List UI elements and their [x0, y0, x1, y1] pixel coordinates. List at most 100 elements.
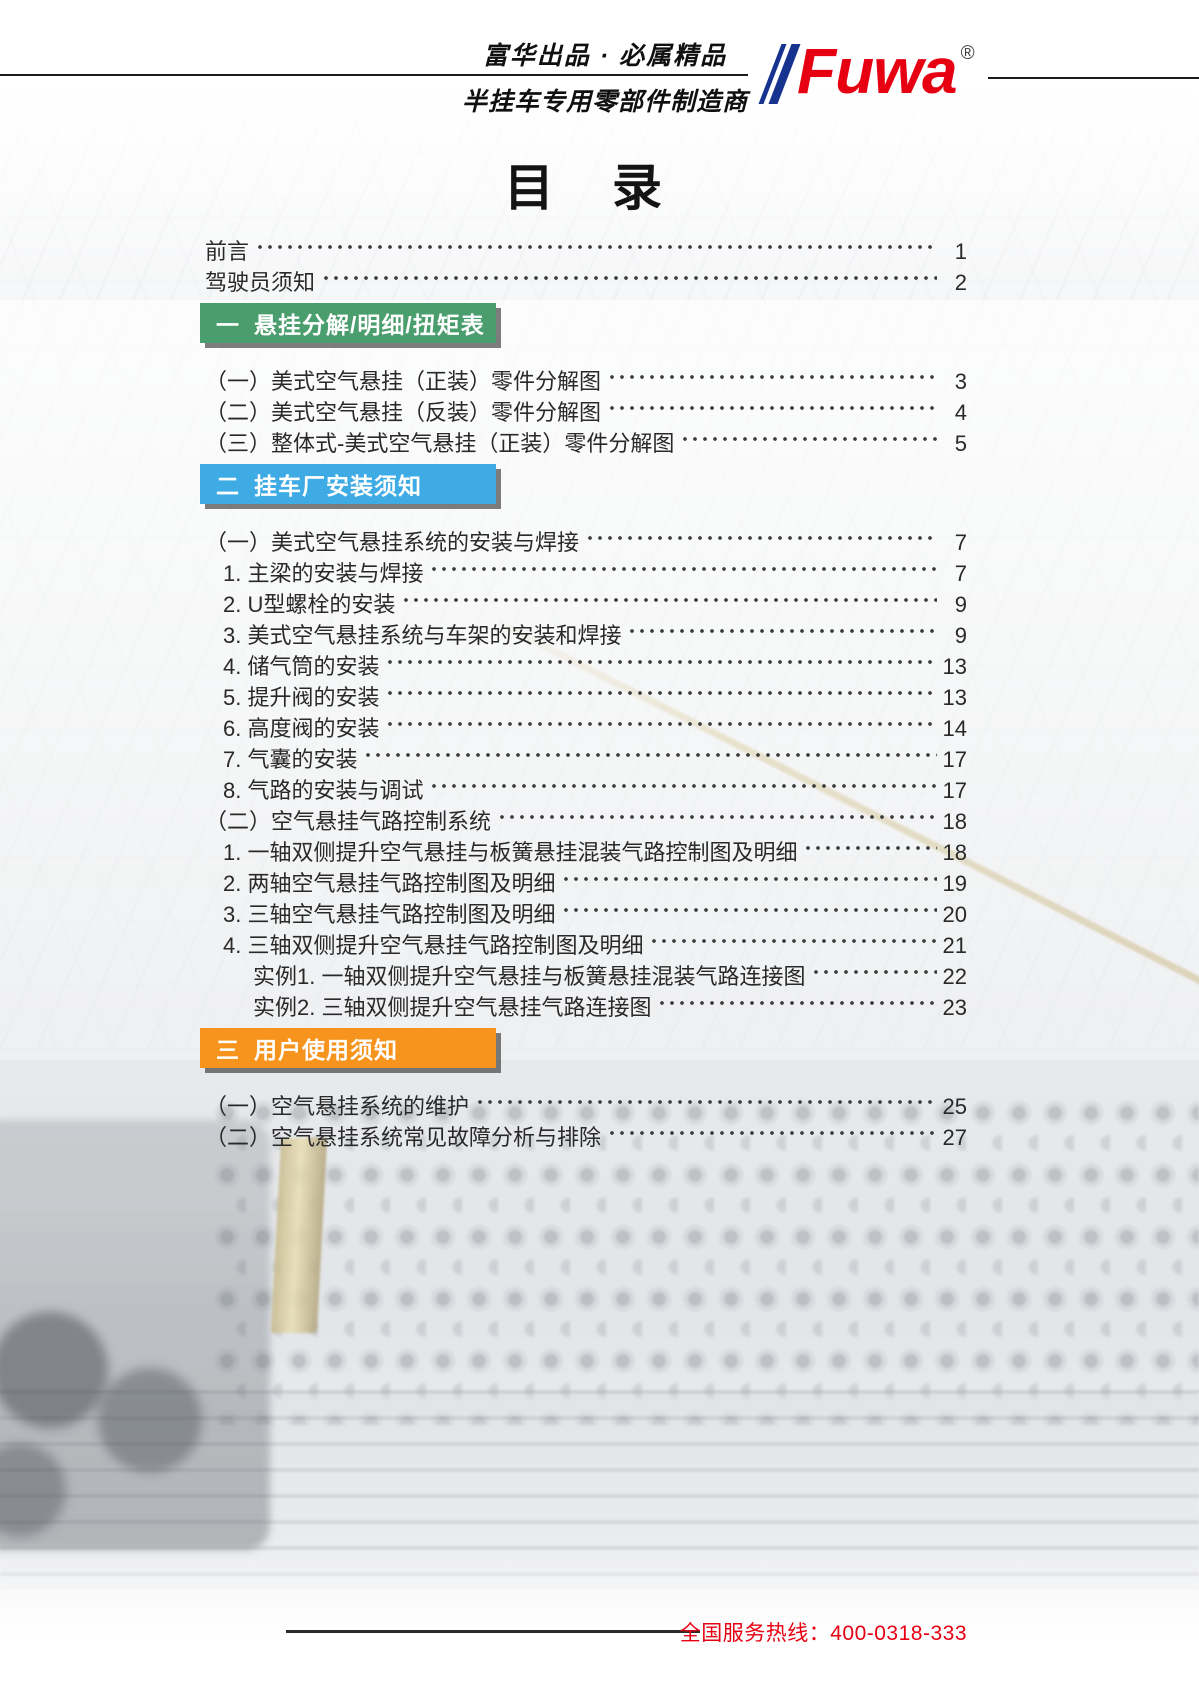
toc-entry-page: 19 [942, 871, 967, 896]
toc-entry: 3. 三轴空气悬挂气路控制图及明细 20 [205, 891, 967, 927]
toc-section-header-orange: 三用户使用须知 [200, 1028, 496, 1068]
toc-entry-label: （一）美式空气悬挂（正装）零件分解图 [205, 369, 602, 394]
toc-entry-page: 17 [942, 747, 967, 772]
section-title: 挂车厂安装须知 [254, 473, 422, 499]
footer-rule [286, 1630, 700, 1633]
toc-entry-label: 8. 气路的安装与调试 [223, 778, 424, 803]
brand-slogan: 富华出品 · 必属精品 [482, 42, 728, 70]
dotted-leader [649, 922, 937, 953]
toc-entry: （三）整体式-美式空气悬挂（正装）零件分解图 5 [205, 420, 967, 456]
toc-entry: 1. 主梁的安装与焊接 7 [205, 550, 967, 586]
dotted-leader [607, 358, 937, 389]
toc-entry: （一）美式空气悬挂（正装）零件分解图 3 [205, 358, 967, 394]
toc-entry-page: 9 [954, 623, 967, 648]
dotted-leader [363, 736, 937, 767]
toc-entry-page: 17 [942, 778, 967, 803]
fuwa-logo-slash-icon [758, 44, 801, 104]
toc-entry-page: 3 [954, 369, 967, 394]
toc-entry-page: 21 [942, 933, 967, 958]
service-hotline: 全国服务热线：400-0318-333 [679, 1622, 967, 1645]
fuwa-logo: Fuwa ® [758, 36, 975, 114]
toc-entry-page: 1 [954, 239, 967, 264]
toc-entry-page: 22 [942, 964, 967, 989]
toc-entry-label: 7. 气囊的安装 [223, 747, 358, 772]
toc-entry: 驾驶员须知 2 [205, 259, 967, 295]
dotted-leader [561, 860, 937, 891]
toc-entry-label: 4. 三轴双侧提升空气悬挂气路控制图及明细 [223, 933, 644, 958]
stacked-parts-rows [210, 1095, 1199, 1425]
toc-entry-label: （一）空气悬挂系统的维护 [205, 1094, 470, 1119]
section-title: 用户使用须知 [254, 1037, 398, 1063]
dotted-leader [385, 643, 937, 674]
dotted-leader [475, 1083, 937, 1114]
toc-entry-label: 4. 储气筒的安装 [223, 654, 380, 679]
dotted-leader [657, 984, 937, 1015]
toc-entry-label: 2. 两轴空气悬挂气路控制图及明细 [223, 871, 556, 896]
dotted-leader [585, 519, 937, 550]
section-number: 二 [216, 473, 239, 499]
toc-entry: 5. 提升阀的安装 13 [205, 674, 967, 710]
dotted-leader [385, 674, 937, 705]
toc-entry-label: 3. 三轴空气悬挂气路控制图及明细 [223, 902, 556, 927]
dotted-leader [680, 420, 937, 451]
dotted-leader [627, 612, 937, 643]
header-rule-right [988, 77, 1199, 79]
toc-entry-label: 6. 高度阀的安装 [223, 716, 380, 741]
toc-entry: 2. U型螺栓的安装 9 [205, 581, 967, 617]
toc-entry-page: 7 [954, 561, 967, 586]
toc-entry-label: 2. U型螺栓的安装 [223, 592, 396, 617]
dotted-leader [607, 389, 937, 420]
toc-entry-page: 2 [954, 270, 967, 295]
toc-entry-label: 5. 提升阀的安装 [223, 685, 380, 710]
toc-entry-page: 13 [942, 685, 967, 710]
dotted-leader [321, 259, 937, 290]
toc-entry-page: 18 [942, 809, 967, 834]
dotted-leader [401, 581, 937, 612]
dotted-leader [561, 891, 937, 922]
toc-entry-page: 4 [954, 400, 967, 425]
dotted-leader [255, 228, 937, 259]
dotted-leader [385, 705, 937, 736]
section-title: 悬挂分解/明细/扭矩表 [254, 312, 485, 338]
toc-section-header-blue: 二挂车厂安装须知 [200, 464, 496, 504]
page-title: 目 录 [504, 160, 666, 216]
header-rule-left [0, 74, 748, 76]
toc-entry: 2. 两轴空气悬挂气路控制图及明细 19 [205, 860, 967, 896]
dotted-leader [607, 1114, 937, 1145]
toc-entry-page: 27 [942, 1125, 967, 1150]
toc-entry: 实例2. 三轴双侧提升空气悬挂气路连接图 23 [205, 984, 967, 1020]
registered-trademark-icon: ® [960, 43, 975, 64]
toc-entry-label: 实例2. 三轴双侧提升空气悬挂气路连接图 [253, 995, 652, 1020]
dotted-leader [429, 550, 937, 581]
toc-section-header-green: 一悬挂分解/明细/扭矩表 [200, 303, 496, 343]
section-number: 一 [216, 312, 239, 338]
toc-entry-page: 13 [942, 654, 967, 679]
manufacturer-tagline: 半挂车专用零部件制造商 [461, 88, 748, 116]
axle-machinery-silhouette [0, 1120, 270, 1550]
dotted-leader [803, 829, 937, 860]
toc-entry: （二）空气悬挂系统常见故障分析与排除 27 [205, 1114, 967, 1150]
toc-entry-page: 9 [954, 592, 967, 617]
toc-entry-label: 前言 [205, 239, 250, 264]
toc-entry: （一）美式空气悬挂系统的安装与焊接 7 [205, 519, 967, 555]
toc-entry-page: 14 [942, 716, 967, 741]
toc-entry: （二）美式空气悬挂（反装）零件分解图 4 [205, 389, 967, 425]
dotted-leader [429, 767, 937, 798]
toc-entry-page: 23 [942, 995, 967, 1020]
toc-entry: 8. 气路的安装与调试 17 [205, 767, 967, 803]
toc-entry-label: （二）空气悬挂系统常见故障分析与排除 [205, 1125, 602, 1150]
dotted-leader [811, 953, 937, 984]
toc-entry: 4. 储气筒的安装 13 [205, 643, 967, 679]
toc-entry-page: 18 [942, 840, 967, 865]
toc-entry-label: （二）空气悬挂气路控制系统 [205, 809, 492, 834]
dotted-leader [497, 798, 937, 829]
toc-entry: （二）空气悬挂气路控制系统 18 [205, 798, 967, 834]
toc-entry-page: 5 [954, 431, 967, 456]
photo-fade-bottom [0, 1545, 1199, 1685]
toc-entry: （一）空气悬挂系统的维护 25 [205, 1083, 967, 1119]
toc-entry-label: （二）美式空气悬挂（反装）零件分解图 [205, 400, 602, 425]
toc-entry: 前言 1 [205, 228, 967, 264]
toc-entry-label: （三）整体式-美式空气悬挂（正装）零件分解图 [205, 431, 675, 456]
toc-entry: 6. 高度阀的安装 14 [205, 705, 967, 741]
